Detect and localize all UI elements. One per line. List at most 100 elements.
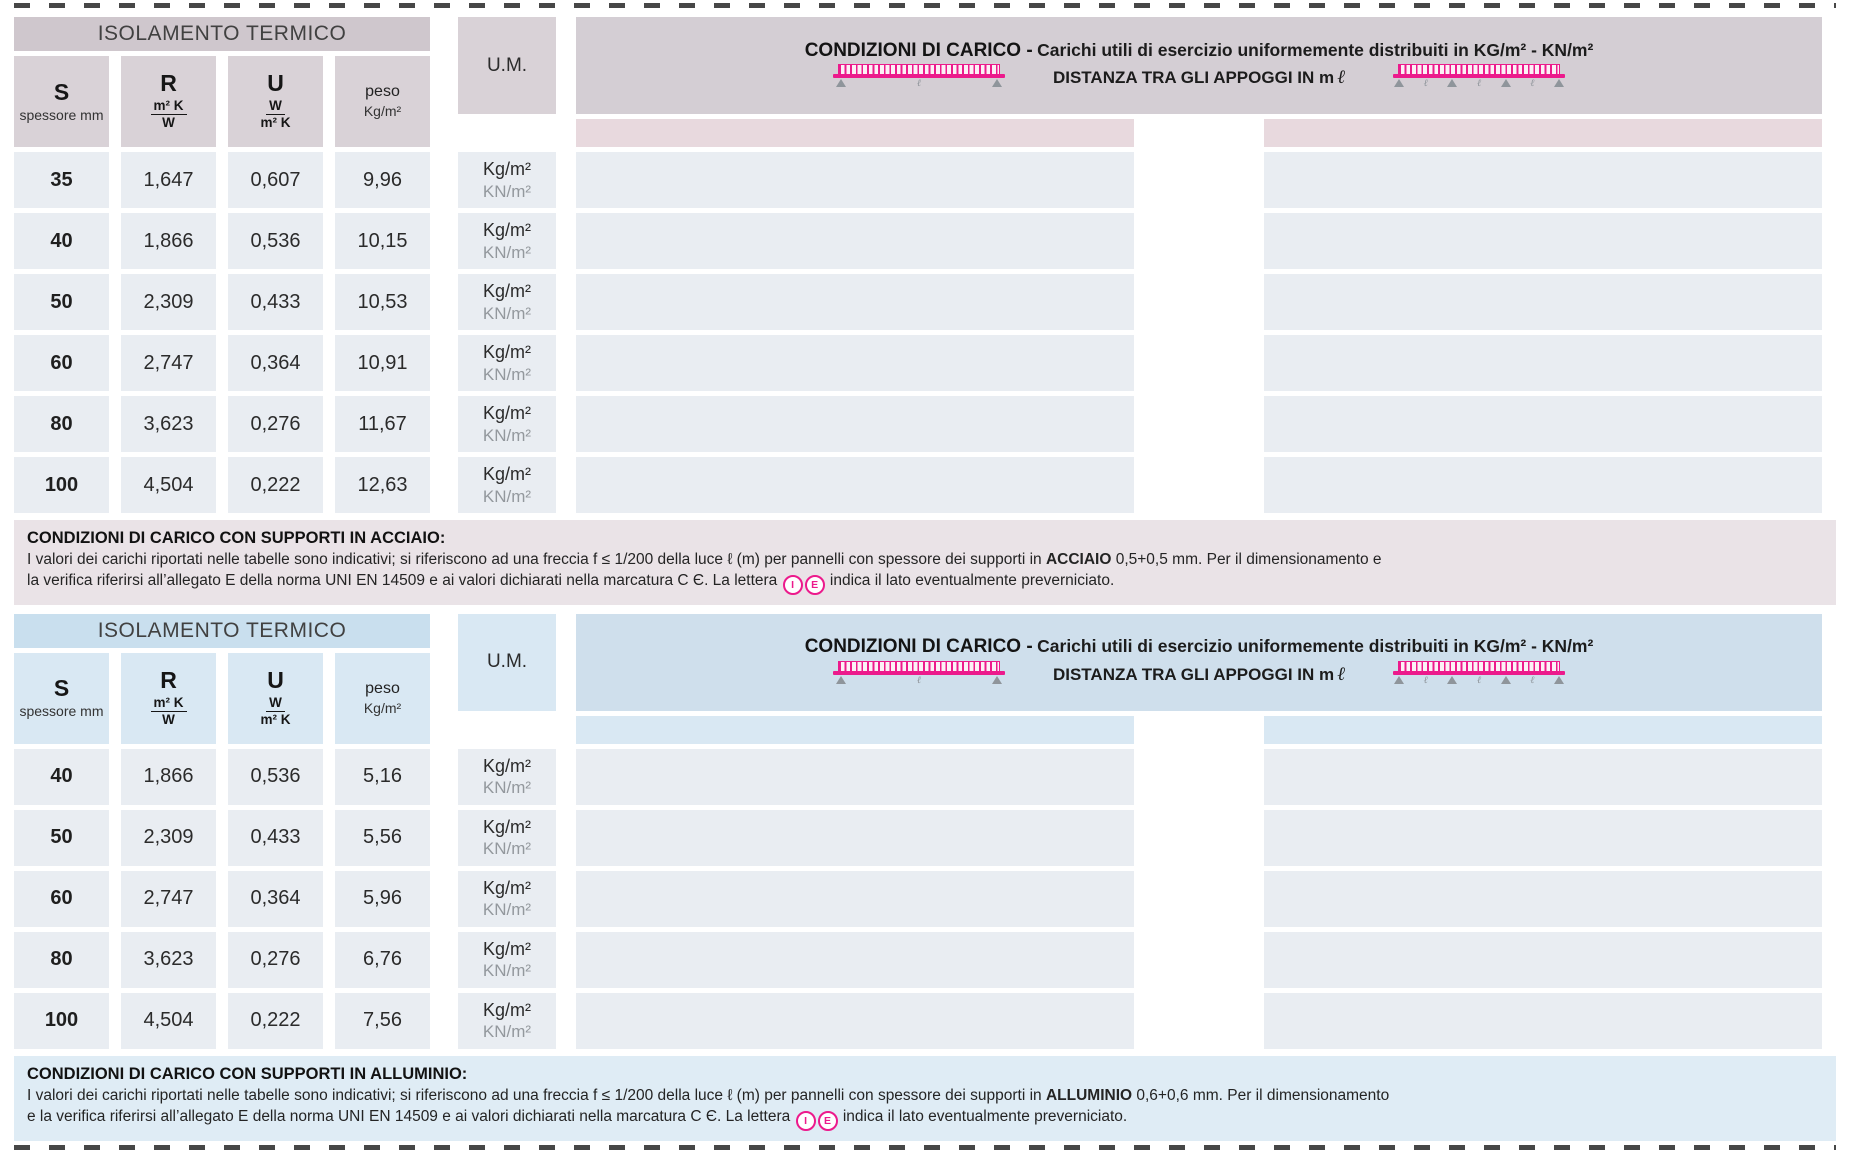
u-unit-fraction: W m² K [261, 98, 291, 131]
support-triangle-icon [1500, 676, 1511, 685]
um-kn-label: KN/m² [482, 303, 532, 323]
u-unit-denominator: m² K [260, 711, 291, 727]
u-value: 0,433 [228, 274, 323, 330]
peso-value: 7,56 [335, 992, 430, 1049]
span-length-mark: ℓ [1423, 675, 1428, 687]
col-header-spessore: S spessore mm [14, 652, 109, 744]
loads-multi-span [1264, 931, 1822, 988]
r-unit-denominator: W [162, 711, 175, 727]
spessore-value: 100 [14, 992, 109, 1049]
support-triangle-icon [1394, 676, 1405, 685]
load-conditions-title-strong: CONDIZIONI DI CARICO - [804, 636, 1033, 658]
r-unit-fraction: m² K W [150, 695, 187, 728]
loads-simple-span [576, 213, 1134, 269]
um-kg-label: Kg/m² [482, 816, 531, 837]
um-cell: Kg/m² KN/m² [458, 152, 556, 208]
um-kg-label: Kg/m² [482, 281, 531, 302]
um-cell: Kg/m² KN/m² [458, 213, 556, 269]
distributed-load-hatch [1398, 661, 1561, 672]
ell-symbol: ℓ [1337, 65, 1346, 88]
note-text: 0,6+0,6 mm. Per il dimensionamento [1132, 1086, 1390, 1104]
um-kn-label: KN/m² [482, 181, 532, 201]
note-text: indica il lato eventualmente prevernicia… [825, 571, 1115, 589]
table-row: 50 2,309 0,433 5,56 Kg/m² KN/m² [14, 809, 1836, 866]
table-row: 35 1,647 0,607 9,96 Kg/m² KN/m² [14, 152, 1836, 208]
table-row: 50 2,309 0,433 10,53 Kg/m² KN/m² [14, 274, 1836, 330]
note-material: ALLUMINIO [1045, 1086, 1133, 1104]
span-length-mark: ℓ [916, 675, 922, 687]
distributed-load-hatch [1398, 64, 1561, 75]
um-kg-label: Kg/m² [482, 220, 531, 241]
note-text: la verifica riferirsi all’allegato E del… [27, 571, 782, 589]
support-distance-label: DISTANZA TRA GLI APPOGGI IN m ℓ [1053, 66, 1345, 89]
span-distances-multi [1264, 715, 1822, 744]
support-triangle-icon [835, 79, 846, 88]
aluminium-table-header: ISOLAMENTO TERMICO U.M. CONDIZIONI DI CA… [14, 613, 1836, 744]
prepainted-side-e-icon: E [804, 574, 825, 595]
page-top-dashed-edge [14, 3, 1836, 8]
u-value: 0,536 [228, 213, 323, 269]
steel-note-line2: la verifica riferirsi all’allegato E del… [27, 571, 1823, 595]
um-cell: Kg/m² KN/m² [458, 809, 556, 866]
multi-span-beam-icon: ℓ ℓ ℓ [1393, 64, 1566, 90]
loads-simple-span [576, 870, 1134, 927]
u-value: 0,364 [228, 870, 323, 927]
u-value: 0,536 [228, 748, 323, 805]
col-header-peso-label: peso [365, 83, 400, 100]
span-length-mark: ℓ [916, 78, 922, 90]
support-triangle-icon [1500, 79, 1511, 88]
um-kg-label: Kg/m² [482, 342, 531, 363]
span-length-mark: ℓ [1476, 675, 1482, 687]
um-kg-label: Kg/m² [482, 403, 531, 424]
table-row: 40 1,866 0,536 5,16 Kg/m² KN/m² [14, 748, 1836, 805]
col-header-spessore-letter: S [53, 675, 70, 702]
loads-simple-span [576, 335, 1134, 391]
um-column-header: U.M. [458, 613, 556, 711]
um-kn-label: KN/m² [482, 242, 532, 262]
load-conditions-title-rest: Carichi utili di esercizio uniformemente… [1037, 39, 1594, 60]
prepainted-side-i-icon: I [782, 574, 803, 595]
loads-simple-span [576, 396, 1134, 452]
um-cell: Kg/m² KN/m² [458, 396, 556, 452]
col-header-u: U W m² K [228, 56, 323, 147]
r-value: 2,747 [121, 335, 216, 391]
support-distance-row: ℓ DISTANZA TRA GLI APPOGGI IN m ℓ ℓ [576, 64, 1822, 90]
peso-value: 12,63 [335, 457, 430, 513]
beam-bar [1393, 671, 1566, 676]
um-kg-label: Kg/m² [482, 877, 531, 898]
simple-span-beam-icon: ℓ [832, 661, 1005, 687]
beam-supports: ℓ ℓ ℓ [1393, 676, 1565, 687]
r-unit-numerator: m² K [150, 695, 187, 712]
u-value: 0,433 [228, 809, 323, 866]
um-kn-label: KN/m² [482, 425, 532, 445]
u-unit-fraction: W m² K [261, 695, 291, 728]
um-kg-label: Kg/m² [482, 999, 531, 1020]
peso-value: 5,56 [335, 809, 430, 866]
peso-value: 9,96 [335, 152, 430, 208]
loads-simple-span [576, 274, 1134, 330]
loads-simple-span [576, 457, 1134, 513]
col-header-r: R m² K W [121, 652, 216, 744]
aluminium-note-title: CONDIZIONI DI CARICO CON SUPPORTI IN ALL… [27, 1064, 468, 1083]
note-material: ACCIAIO [1045, 551, 1112, 568]
loads-simple-span [576, 809, 1134, 866]
loads-multi-span [1264, 274, 1822, 330]
r-value: 4,504 [121, 992, 216, 1049]
loads-multi-span [1264, 457, 1822, 513]
beam-bar [832, 74, 1005, 79]
u-value: 0,607 [228, 152, 323, 208]
span-distances-simple [576, 715, 1134, 744]
peso-value: 6,76 [335, 931, 430, 988]
steel-table-rows: 35 1,647 0,607 9,96 Kg/m² KN/m² [14, 152, 1836, 513]
support-triangle-icon [835, 676, 846, 685]
loads-multi-span [1264, 870, 1822, 927]
um-kg-label: Kg/m² [482, 464, 531, 485]
col-header-spessore: S spessore mm [14, 56, 109, 147]
col-header-u-letter: U [267, 69, 284, 96]
loads-simple-span [576, 992, 1134, 1049]
col-header-r-letter: R [160, 666, 177, 693]
um-kg-label: Kg/m² [482, 755, 531, 776]
table-row: 100 4,504 0,222 7,56 Kg/m² KN/m² [14, 992, 1836, 1049]
aluminium-note: CONDIZIONI DI CARICO CON SUPPORTI IN ALL… [14, 1055, 1836, 1141]
steel-table-header: ISOLAMENTO TERMICO U.M. CONDIZIONI DI CA… [14, 17, 1836, 147]
